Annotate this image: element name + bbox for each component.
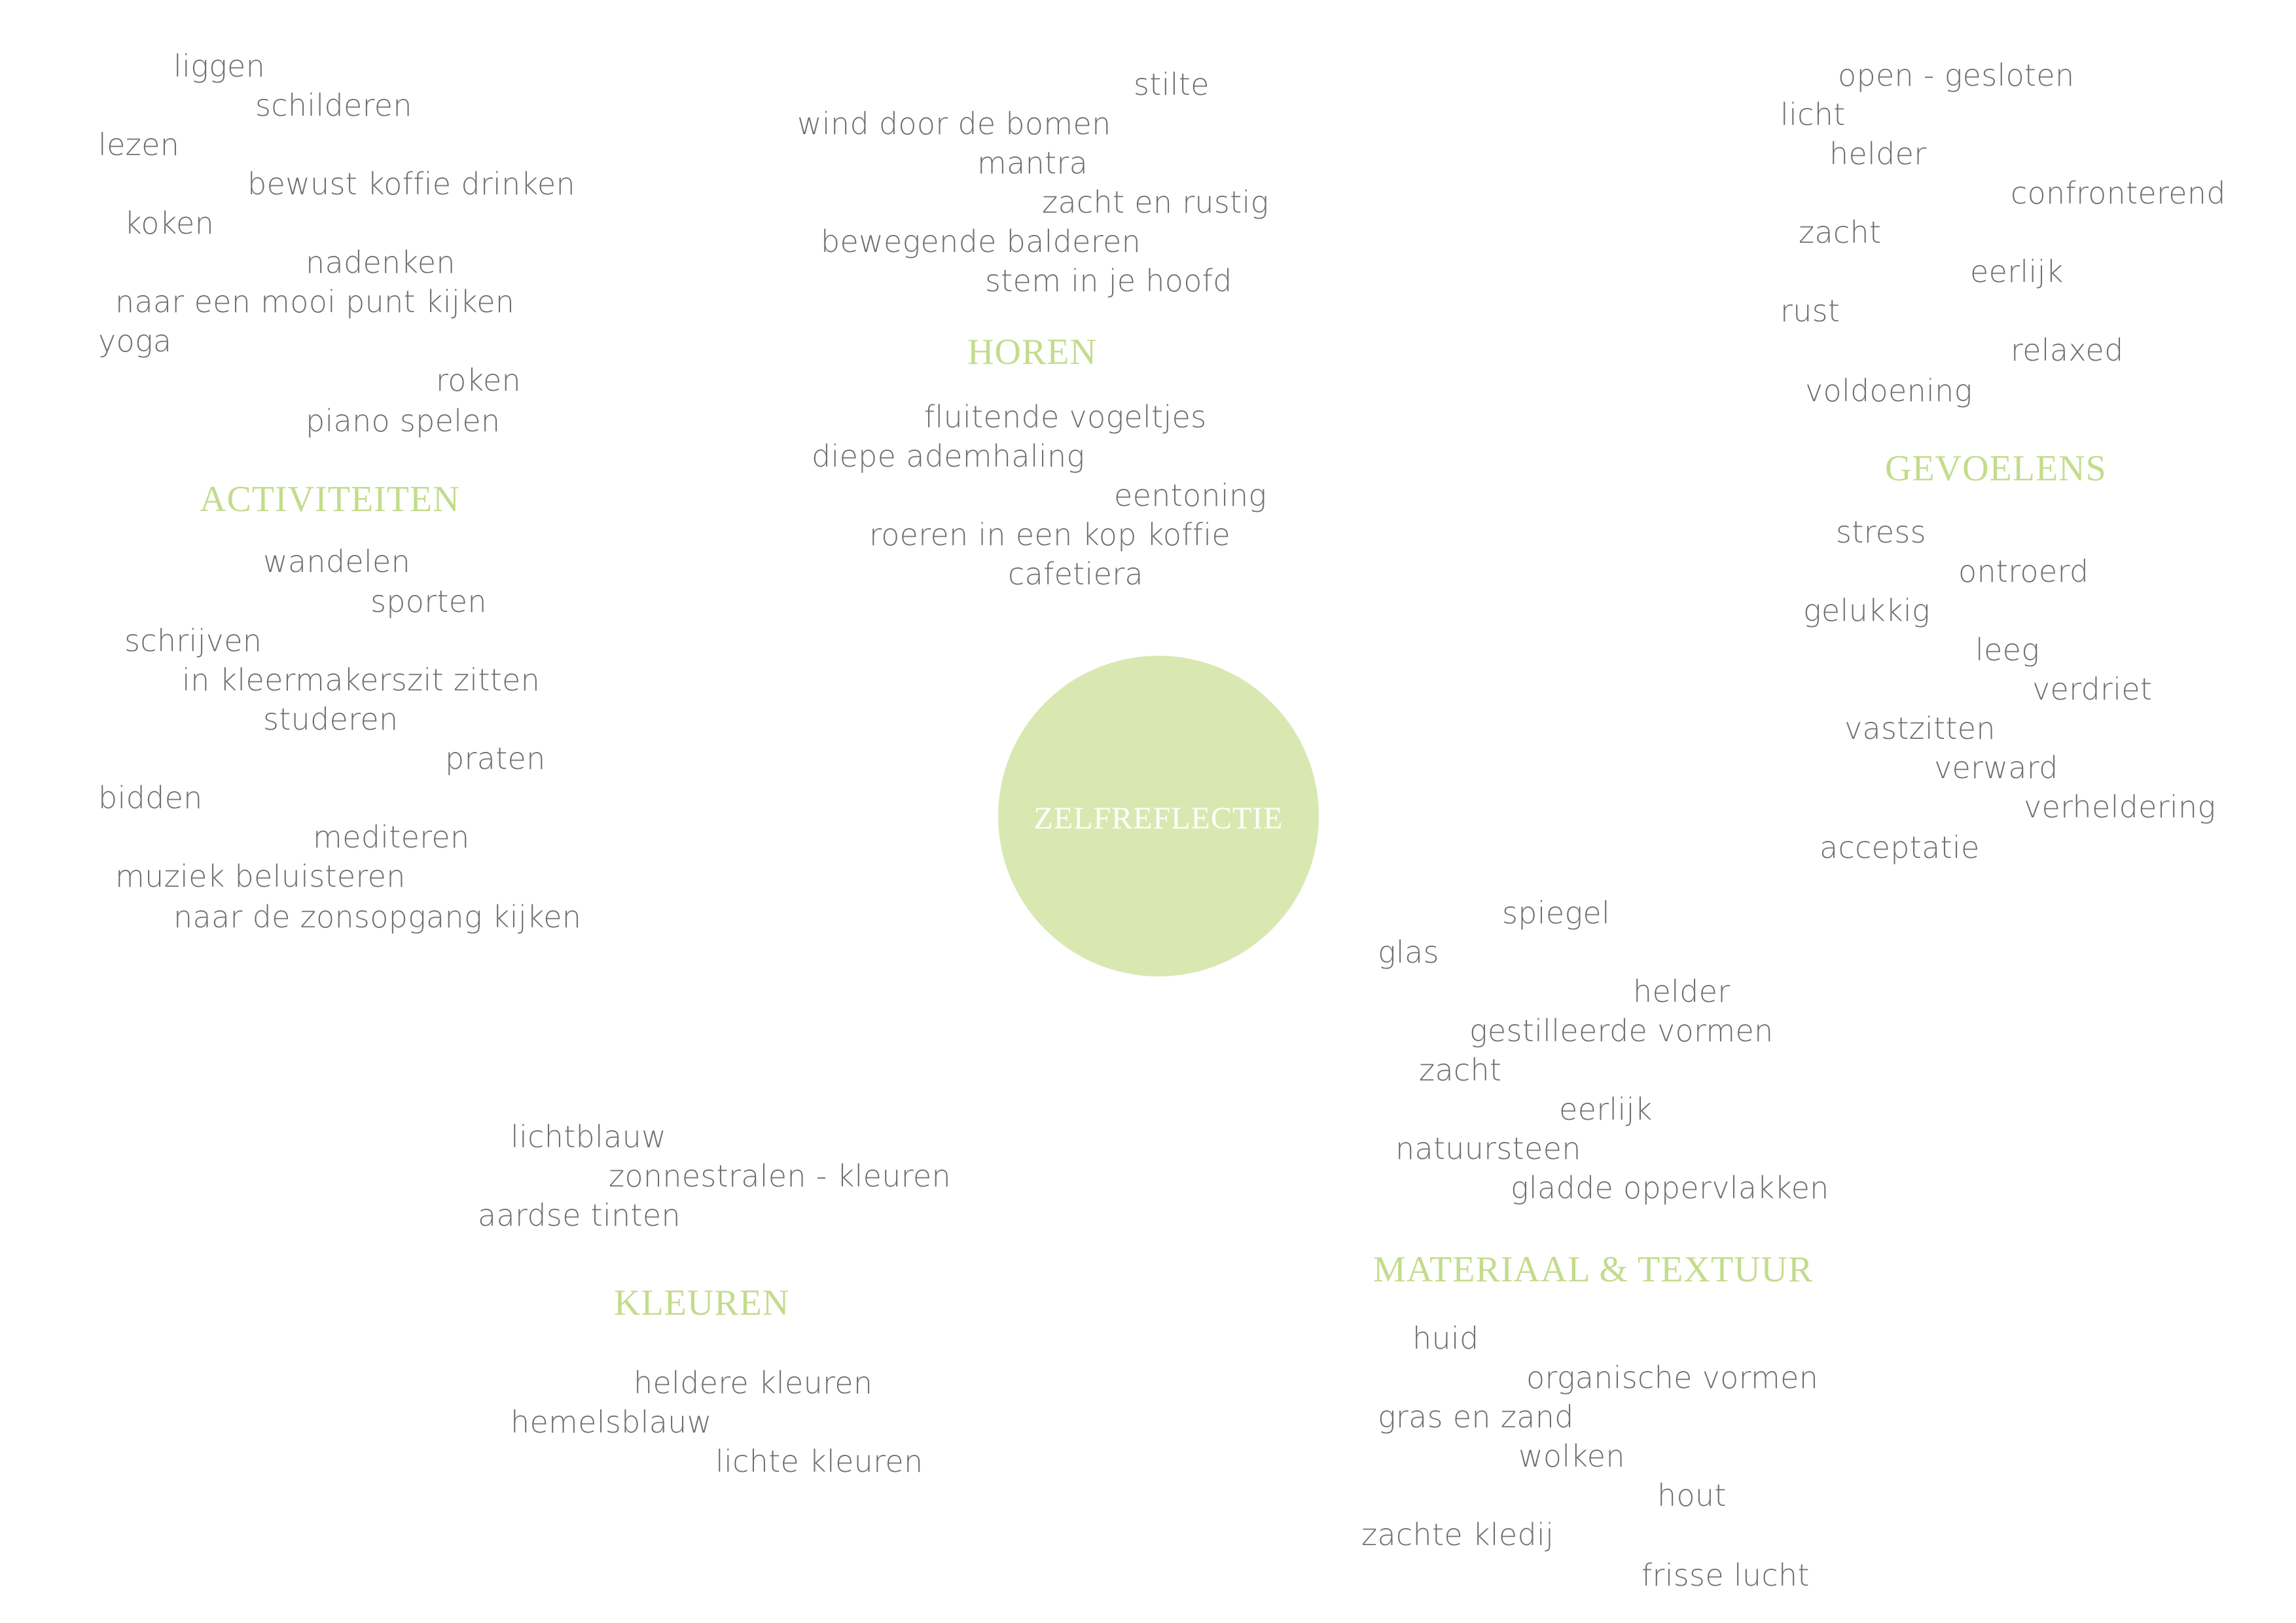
word: koken [124,205,215,241]
word: open - gesloten [1838,58,2075,93]
center-label: ZELFREFLECTIE [1033,801,1283,836]
word: stem in je hoofd [985,263,1232,298]
word: mantra [977,145,1088,181]
word: sporten [370,584,487,619]
word: gelukkig [1803,593,1930,628]
word: naar de zonsopgang kijken [173,899,582,935]
word: yoga [98,323,172,359]
cluster-heading: HOREN [967,332,1097,372]
word: stilte [1134,67,1210,102]
word: lezen [98,127,180,162]
center-circle [998,656,1319,976]
word: roeren in een kop koffie [869,517,1231,552]
cluster-heading: MATERIAAL & TEXTUUR [1373,1249,1814,1290]
cluster-heading: KLEUREN [614,1283,790,1323]
word: zacht [1419,1052,1502,1088]
word: natuursteen [1395,1131,1581,1166]
cluster-heading: ACTIVITEITEN [200,479,460,520]
word: schrijven [124,623,262,658]
word: confronterend [2011,175,2226,211]
word: bewegende balderen [821,224,1141,259]
word: lichte kleuren [715,1444,924,1479]
word: helder [1829,136,1927,171]
word: acceptatie [1820,830,1980,865]
word: muziek beluisteren [115,859,406,894]
word: vastzitten [1844,711,1996,746]
word: zachte kledij [1361,1517,1554,1552]
word: fluitende vogeltjes [924,399,1207,435]
word: lichtblauw [511,1119,666,1154]
word: eentoning [1114,478,1267,513]
word: zacht en rustig [1042,185,1269,220]
word: voldoening [1805,373,1973,408]
word: gras en zand [1378,1399,1574,1435]
word: helder [1633,974,1731,1009]
word: wandelen [263,544,411,579]
cluster-heading: GEVOELENS [1885,448,2107,489]
word: relaxed [2011,332,2124,368]
word: stress [1836,514,1926,550]
word: verdriet [2032,671,2153,707]
word: cafetiera [1008,556,1143,592]
word: diepe ademhaling [812,438,1085,474]
word: licht [1780,97,1846,132]
word: naar een mooi punt kijken [115,284,515,319]
word: verheldering [2024,789,2216,825]
word: hemelsblauw [511,1404,712,1440]
word: liggen [173,48,266,84]
word: praten [445,741,546,776]
word: organische vormen [1526,1360,1819,1395]
word: gladde oppervlakken [1511,1170,1829,1205]
word: schilderen [255,88,412,123]
word: studeren [263,702,399,737]
word: hout [1657,1478,1727,1513]
word: glas [1378,935,1439,970]
word: gestilleerde vormen [1469,1013,1774,1048]
word: leeg [1975,632,2040,668]
word: nadenken [306,245,456,280]
word: ontroerd [1958,554,2089,589]
word: piano spelen [306,403,501,438]
word: in kleermakerszit zitten [182,662,541,698]
word: huid [1412,1321,1479,1356]
word: wolken [1518,1438,1625,1474]
word: eerlijk [1559,1092,1653,1127]
word: rust [1780,293,1840,329]
word: zacht [1799,215,1882,250]
word: verward [1934,750,2058,785]
word: eerlijk [1970,254,2064,289]
word: heldere kleuren [634,1365,873,1400]
word: zonnestralen - kleuren [609,1158,951,1194]
word: spiegel [1502,895,1611,931]
word: frisse lucht [1641,1558,1810,1593]
word: bewust koffie drinken [247,166,575,202]
word: wind door de bomen [797,106,1111,141]
word: aardse tinten [478,1198,681,1233]
word: bidden [98,780,203,815]
word: mediteren [313,819,470,855]
word: roken [436,363,521,398]
